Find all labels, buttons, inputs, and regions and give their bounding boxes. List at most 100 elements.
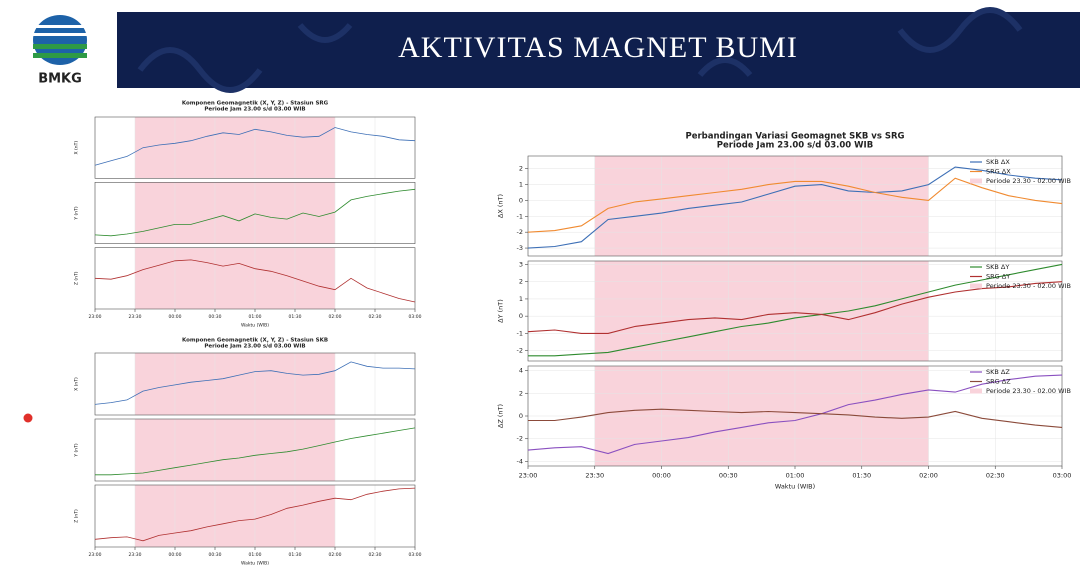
panel-frame — [94, 352, 416, 416]
y-axis-label: ΔY (nT) — [497, 299, 505, 323]
x-tick-label: 00:00 — [652, 472, 671, 480]
legend-label: Periode 23.30 - 02.00 WIB — [986, 387, 1071, 395]
series-line — [94, 188, 416, 237]
series-line — [95, 427, 416, 476]
y-tick-label: 0 — [519, 312, 523, 320]
y-tick-label: 1 — [519, 181, 523, 189]
slide-title: AKTIVITAS MAGNET BUMI — [398, 31, 798, 64]
legend-label: SKB ΔZ — [986, 368, 1010, 376]
legend-swatch — [970, 388, 982, 394]
panel-frame — [527, 260, 1063, 362]
series-line — [94, 361, 416, 405]
legend-label: SKB ΔX — [986, 158, 1010, 166]
series-line — [94, 127, 416, 166]
x-tick-label: 23:00 — [89, 314, 102, 320]
span-shade — [135, 485, 335, 547]
banner-pattern — [137, 7, 1023, 93]
y-tick-label: 1 — [519, 295, 523, 303]
span-shade — [135, 247, 335, 309]
span-shade — [594, 261, 929, 361]
legend-label: SRG ΔZ — [986, 378, 1011, 386]
legend-label: Periode 23.30 - 02.00 WIB — [986, 177, 1071, 185]
y-tick-label: -2 — [517, 347, 523, 355]
x-tick-label: 01:30 — [852, 472, 871, 480]
span-shade — [135, 353, 335, 415]
span-shade — [135, 419, 335, 481]
x-tick-label: 03:00 — [409, 552, 422, 558]
logo: BMKG — [33, 15, 87, 87]
y-tick-label: -3 — [517, 244, 523, 252]
legend-swatch — [970, 283, 982, 289]
logo-stripe — [33, 33, 87, 36]
y-axis-label: Y (nT) — [74, 206, 80, 221]
series-line — [527, 374, 1063, 455]
series-line — [94, 487, 416, 542]
x-tick-label: 02:00 — [329, 552, 342, 558]
x-tick-label: 02:30 — [986, 472, 1005, 480]
chart-subtitle: Periode Jam 23.00 s/d 03.00 WIB — [204, 344, 305, 350]
x-tick-label: 02:30 — [369, 552, 382, 558]
x-tick-label: 23:30 — [129, 314, 142, 320]
span-shade — [135, 182, 335, 244]
chart-title: Komponen Geomagnetik (X, Y, Z) - Stasiun… — [182, 101, 329, 107]
panel-frame — [94, 116, 416, 179]
x-tick-label: 01:00 — [786, 472, 805, 480]
series-line — [527, 177, 1063, 233]
y-axis-label: X (nT) — [74, 377, 80, 391]
x-tick-label: 01:30 — [289, 314, 302, 320]
series-line — [528, 408, 1063, 428]
y-tick-label: -4 — [517, 457, 523, 465]
x-axis-label: Waktu (WIB) — [775, 482, 815, 490]
logo-stripe — [33, 44, 87, 49]
logo-stripe — [33, 53, 87, 58]
span-shade — [594, 156, 929, 256]
logo-text: BMKG — [38, 72, 82, 87]
x-tick-label: 02:00 — [919, 472, 938, 480]
y-tick-label: 3 — [519, 260, 523, 268]
x-tick-label: 23:00 — [519, 472, 538, 480]
x-tick-label: 01:00 — [249, 552, 262, 558]
chart-subtitle: Periode Jam 23.00 s/d 03.00 WIB — [204, 107, 305, 113]
y-tick-label: 2 — [519, 165, 523, 173]
x-tick-label: 01:30 — [289, 552, 302, 558]
chart-subtitle: Periode Jam 23.00 s/d 03.00 WIB — [717, 141, 873, 151]
x-tick-label: 00:00 — [169, 314, 182, 320]
series-line — [527, 166, 1063, 249]
span-shade — [135, 117, 335, 179]
y-axis-label: Y (nT) — [74, 443, 80, 458]
y-tick-label: 2 — [519, 389, 523, 397]
x-tick-label: 00:00 — [169, 552, 182, 558]
x-tick-label: 00:30 — [719, 472, 738, 480]
x-axis-label: Waktu (WIB) — [241, 560, 269, 565]
x-tick-label: 03:00 — [1053, 472, 1072, 480]
logo-stripe — [33, 25, 87, 28]
y-tick-label: 4 — [519, 367, 523, 375]
y-tick-label: -2 — [517, 228, 523, 236]
x-tick-label: 23:30 — [129, 552, 142, 558]
panel-frame — [94, 418, 416, 482]
y-axis-label: ΔX (nT) — [497, 194, 505, 218]
x-tick-label: 03:00 — [409, 314, 422, 320]
x-tick-label: 23:30 — [585, 472, 604, 480]
y-tick-label: 0 — [519, 196, 523, 204]
series-line — [94, 259, 416, 303]
x-tick-label: 02:00 — [329, 314, 342, 320]
y-tick-label: -1 — [517, 329, 523, 337]
x-tick-label: 00:30 — [209, 552, 222, 558]
y-axis-label: Z (nT) — [74, 271, 80, 285]
chart-title: Perbandingan Variasi Geomagnet SKB vs SR… — [685, 132, 904, 142]
y-axis-label: Z (nT) — [74, 509, 80, 523]
legend-label: SKB ΔY — [986, 263, 1009, 271]
x-tick-label: 02:30 — [369, 314, 382, 320]
chart-title: Komponen Geomagnetik (X, Y, Z) - Stasiun… — [182, 338, 328, 344]
y-axis-label: ΔZ (nT) — [497, 404, 505, 428]
x-axis-label: Waktu (WIB) — [241, 322, 269, 328]
panel-frame — [94, 182, 416, 244]
x-tick-label: 23:00 — [89, 552, 102, 558]
cursor-dot — [23, 413, 33, 423]
y-tick-label: -1 — [517, 212, 523, 220]
y-tick-label: -2 — [517, 435, 523, 443]
legend-label: SRG ΔX — [986, 168, 1011, 176]
